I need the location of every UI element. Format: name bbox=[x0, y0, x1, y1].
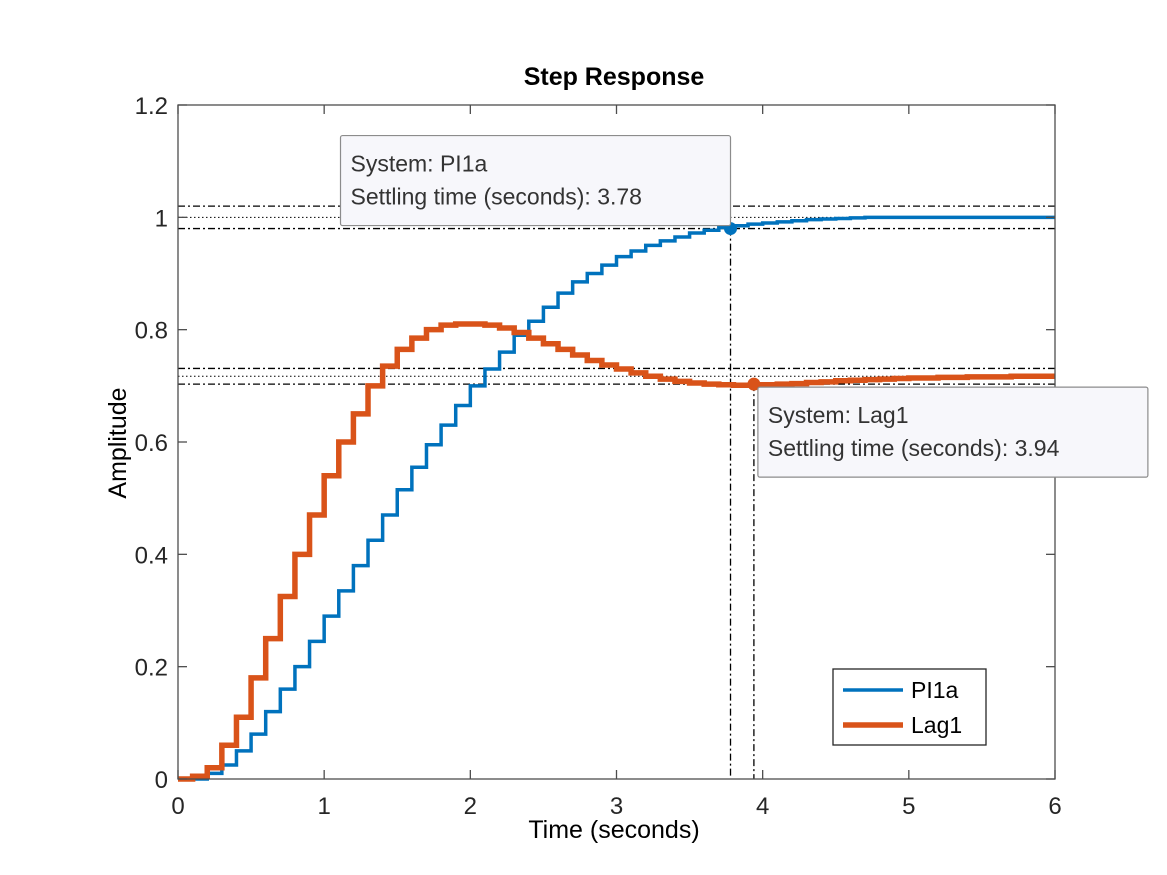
x-tick-label: 3 bbox=[610, 793, 623, 820]
lag1-datatip-box bbox=[757, 386, 1149, 478]
y-tick-label: 0.4 bbox=[135, 542, 168, 569]
x-axis-label: Time (seconds) bbox=[528, 816, 699, 844]
pi1a-datatip-line: System: PI1a bbox=[351, 151, 488, 177]
lag1-datatip-line: System: Lag1 bbox=[768, 402, 909, 428]
y-axis-label: Amplitude bbox=[104, 387, 132, 498]
lag1-datatip-marker[interactable] bbox=[747, 377, 761, 391]
x-tick-label: 4 bbox=[756, 793, 769, 820]
x-tick-label: 2 bbox=[464, 793, 477, 820]
y-tick-label: 0.2 bbox=[135, 655, 168, 682]
pi1a-datatip-line: Settling time (seconds): 3.78 bbox=[351, 184, 642, 210]
y-tick-label: 1.2 bbox=[135, 93, 168, 120]
series-line-pi1a[interactable] bbox=[178, 215, 1055, 781]
x-tick-label: 5 bbox=[902, 793, 915, 820]
x-tick-label: 1 bbox=[317, 793, 330, 820]
x-tick-label: 0 bbox=[171, 793, 184, 820]
chart-title: Step Response bbox=[524, 63, 705, 91]
series-line-lag1[interactable] bbox=[178, 321, 1055, 782]
legend-label-lag1[interactable]: Lag1 bbox=[911, 712, 962, 738]
legend-label-pi1a[interactable]: PI1a bbox=[911, 677, 959, 703]
y-tick-label: 1 bbox=[155, 205, 168, 232]
y-tick-label: 0.8 bbox=[135, 318, 168, 345]
x-tick-label: 6 bbox=[1048, 793, 1061, 820]
lag1-datatip-line: Settling time (seconds): 3.94 bbox=[768, 435, 1060, 461]
y-tick-label: 0.6 bbox=[135, 430, 168, 457]
legend-box bbox=[832, 668, 987, 746]
y-tick-label: 0 bbox=[155, 767, 168, 794]
pi1a-datatip-box bbox=[339, 134, 732, 227]
